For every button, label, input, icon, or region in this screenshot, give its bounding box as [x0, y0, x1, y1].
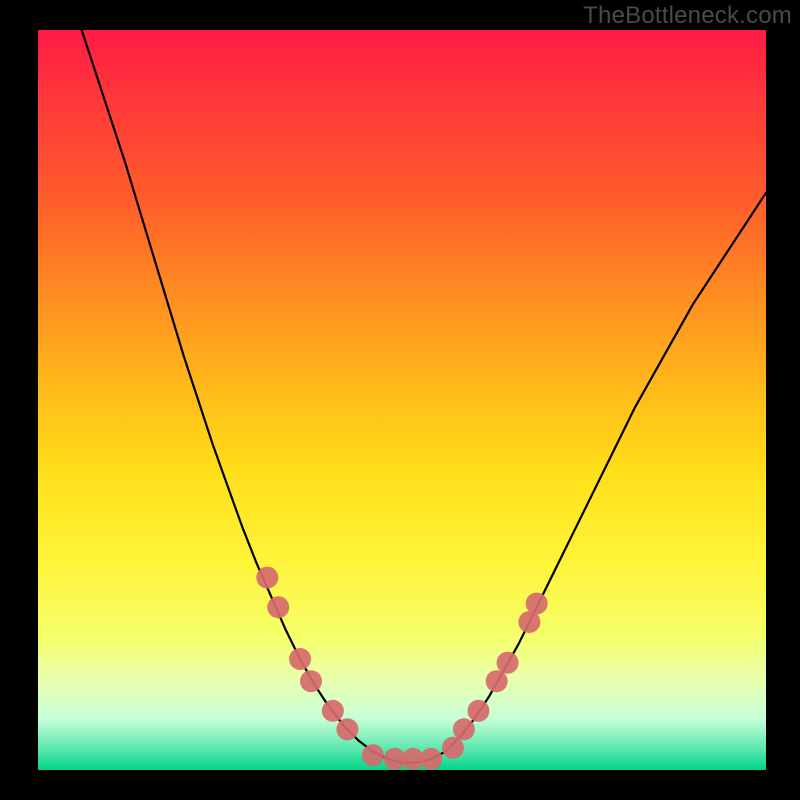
data-marker	[267, 596, 289, 618]
chart-svg	[38, 30, 766, 770]
data-marker	[362, 744, 384, 766]
data-marker	[497, 652, 519, 674]
data-marker	[486, 670, 508, 692]
data-marker	[453, 718, 475, 740]
data-marker	[526, 593, 548, 615]
data-marker	[256, 567, 278, 589]
plot-area	[38, 30, 766, 770]
data-marker	[467, 700, 489, 722]
attribution-text: TheBottleneck.com	[583, 2, 792, 30]
data-marker	[300, 670, 322, 692]
data-marker	[442, 737, 464, 759]
data-marker	[289, 648, 311, 670]
data-marker	[420, 748, 442, 770]
data-marker	[336, 718, 358, 740]
data-marker	[322, 700, 344, 722]
chart-frame: TheBottleneck.com	[0, 0, 800, 800]
gradient-background	[38, 30, 766, 770]
